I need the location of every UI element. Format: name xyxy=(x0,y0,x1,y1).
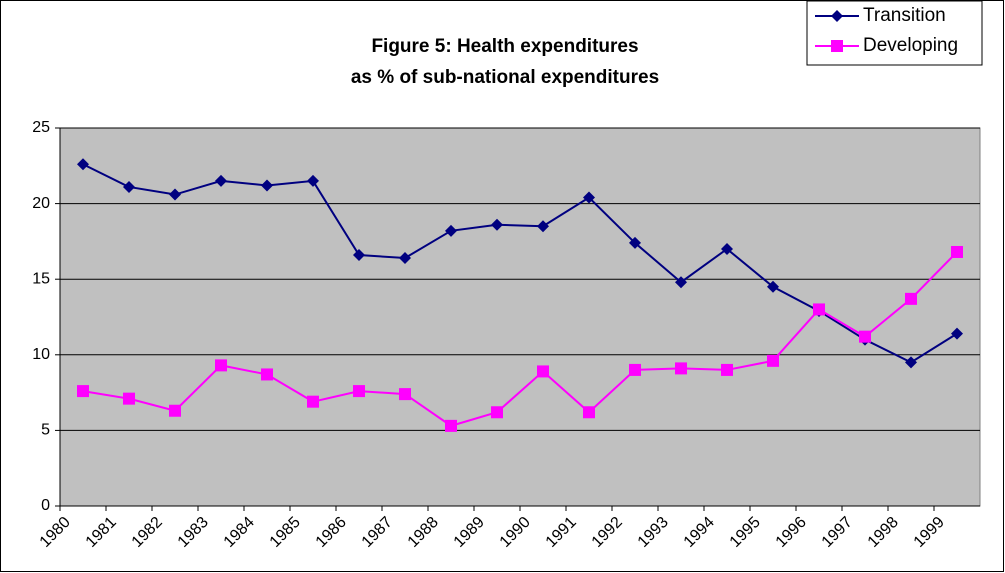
y-tick-label: 20 xyxy=(32,195,50,212)
marker xyxy=(491,218,503,231)
plot-area xyxy=(59,127,981,507)
marker xyxy=(721,242,733,255)
marker xyxy=(831,40,843,52)
marker xyxy=(537,365,549,378)
series-line xyxy=(82,163,958,364)
marker xyxy=(353,385,365,398)
marker xyxy=(307,174,319,187)
legend-label: Transition xyxy=(863,5,946,26)
y-tick-label: 15 xyxy=(32,270,50,287)
marker xyxy=(675,276,687,289)
marker xyxy=(675,362,687,375)
y-tick-label: 10 xyxy=(32,346,50,363)
marker xyxy=(951,245,963,258)
marker xyxy=(123,180,135,193)
marker xyxy=(77,385,89,398)
chart-title: as % of sub-national expenditures xyxy=(351,67,659,88)
marker xyxy=(629,363,641,376)
marker xyxy=(123,392,135,405)
y-tick-label: 0 xyxy=(41,497,50,514)
marker xyxy=(905,356,917,369)
marker xyxy=(169,188,181,201)
marker xyxy=(215,359,227,372)
legend-label: Developing xyxy=(863,35,958,56)
marker xyxy=(583,406,595,419)
series-line xyxy=(82,251,958,427)
marker xyxy=(215,174,227,187)
marker xyxy=(905,292,917,305)
marker xyxy=(261,179,273,192)
marker xyxy=(353,249,365,262)
marker xyxy=(721,363,733,376)
marker xyxy=(767,280,779,293)
marker xyxy=(767,354,779,367)
y-tick-label: 25 xyxy=(32,119,50,136)
marker xyxy=(629,236,641,249)
marker xyxy=(307,395,319,408)
marker xyxy=(445,419,457,432)
marker xyxy=(399,388,411,401)
marker xyxy=(813,303,825,316)
marker xyxy=(77,158,89,171)
marker xyxy=(491,406,503,419)
chart-title: Figure 5: Health expenditures xyxy=(371,36,638,57)
marker xyxy=(399,252,411,265)
marker xyxy=(583,191,595,204)
y-tick-label: 5 xyxy=(41,422,50,439)
marker xyxy=(951,327,963,340)
marker xyxy=(261,368,273,381)
marker xyxy=(859,330,871,343)
marker xyxy=(831,10,843,22)
marker xyxy=(169,404,181,417)
marker xyxy=(537,220,549,233)
marker xyxy=(445,224,457,237)
